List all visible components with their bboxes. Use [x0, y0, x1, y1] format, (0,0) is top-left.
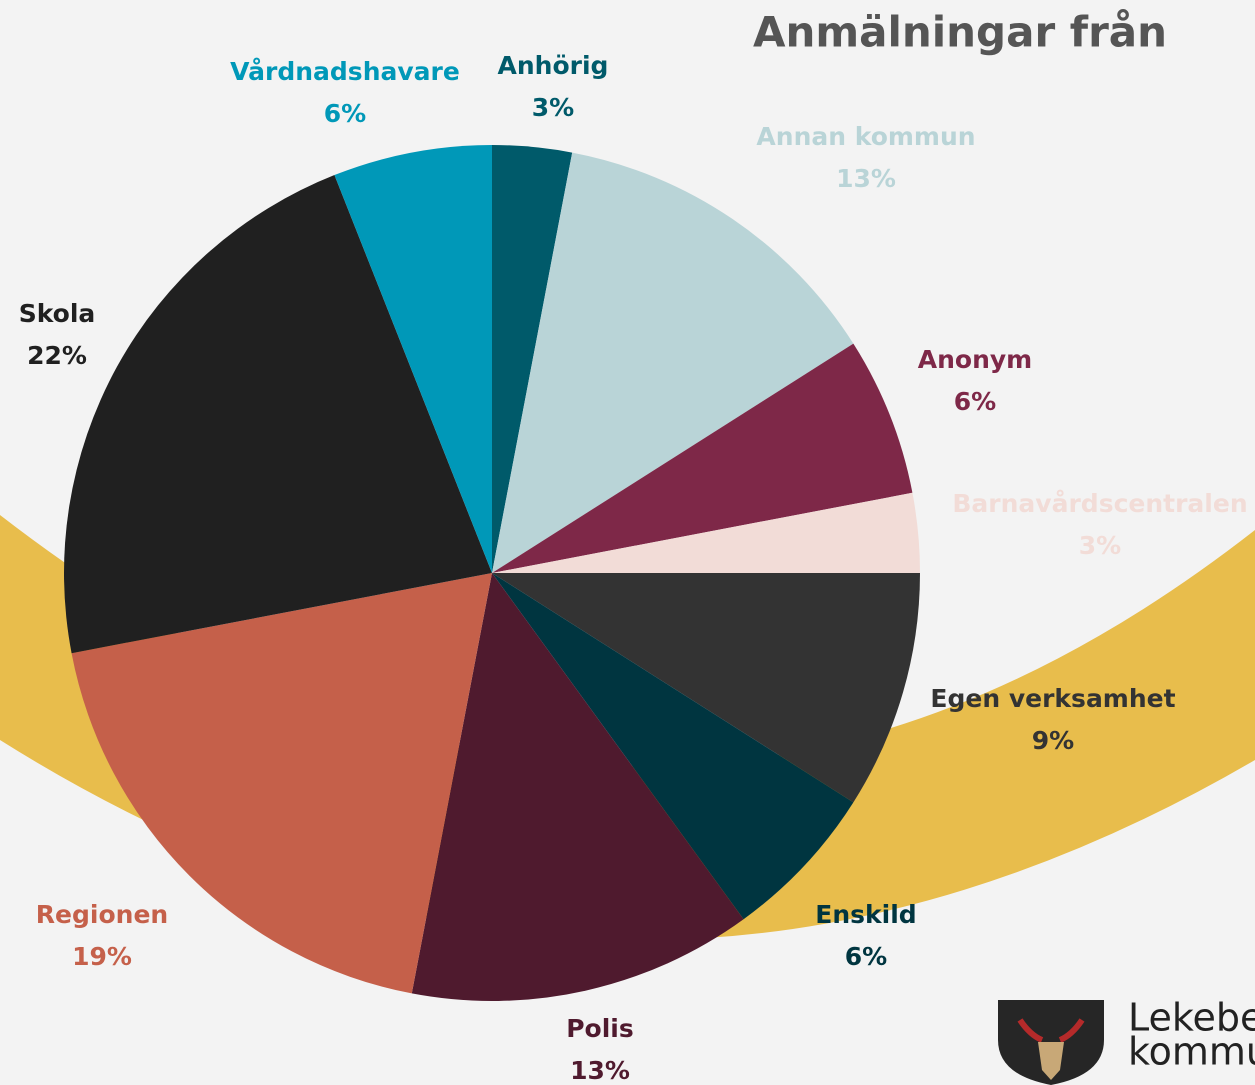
slice-label: Annan kommun — [756, 122, 975, 151]
slice-label: Anhörig — [498, 51, 609, 80]
slice-label: Regionen — [36, 900, 168, 929]
slice-label: Barnavårdscentralen — [952, 489, 1247, 518]
logo: Lekebergs kommun — [998, 996, 1255, 1085]
slice-value-label: 6% — [324, 99, 366, 128]
page: {"chart_data": {"type": "pie", "title": … — [0, 0, 1255, 1085]
slice-label: Egen verksamhet — [930, 684, 1175, 713]
slice-label: Enskild — [815, 900, 916, 929]
chart-title: Anmälningar från — [753, 8, 1167, 57]
slice-value-label: 6% — [845, 942, 887, 971]
slice-label: Anonym — [918, 345, 1032, 374]
slice-value-label: 3% — [1079, 531, 1121, 560]
slice-label: Skola — [19, 299, 96, 328]
pie — [64, 145, 920, 1001]
slice-value-label: 22% — [27, 341, 87, 370]
slice-label: Vårdnadshavare — [230, 57, 460, 86]
slice-label: Polis — [566, 1014, 634, 1043]
slice-value-label: 6% — [954, 387, 996, 416]
chart: Anmälningar från Lekebergs kommun Anhöri… — [0, 0, 1255, 1085]
slice-value-label: 19% — [72, 942, 132, 971]
slice-value-label: 3% — [532, 93, 574, 122]
slice-value-label: 13% — [570, 1056, 630, 1085]
logo-text: kommun — [1128, 1030, 1255, 1074]
slice-value-label: 13% — [836, 164, 896, 193]
slice-value-label: 9% — [1032, 726, 1074, 755]
